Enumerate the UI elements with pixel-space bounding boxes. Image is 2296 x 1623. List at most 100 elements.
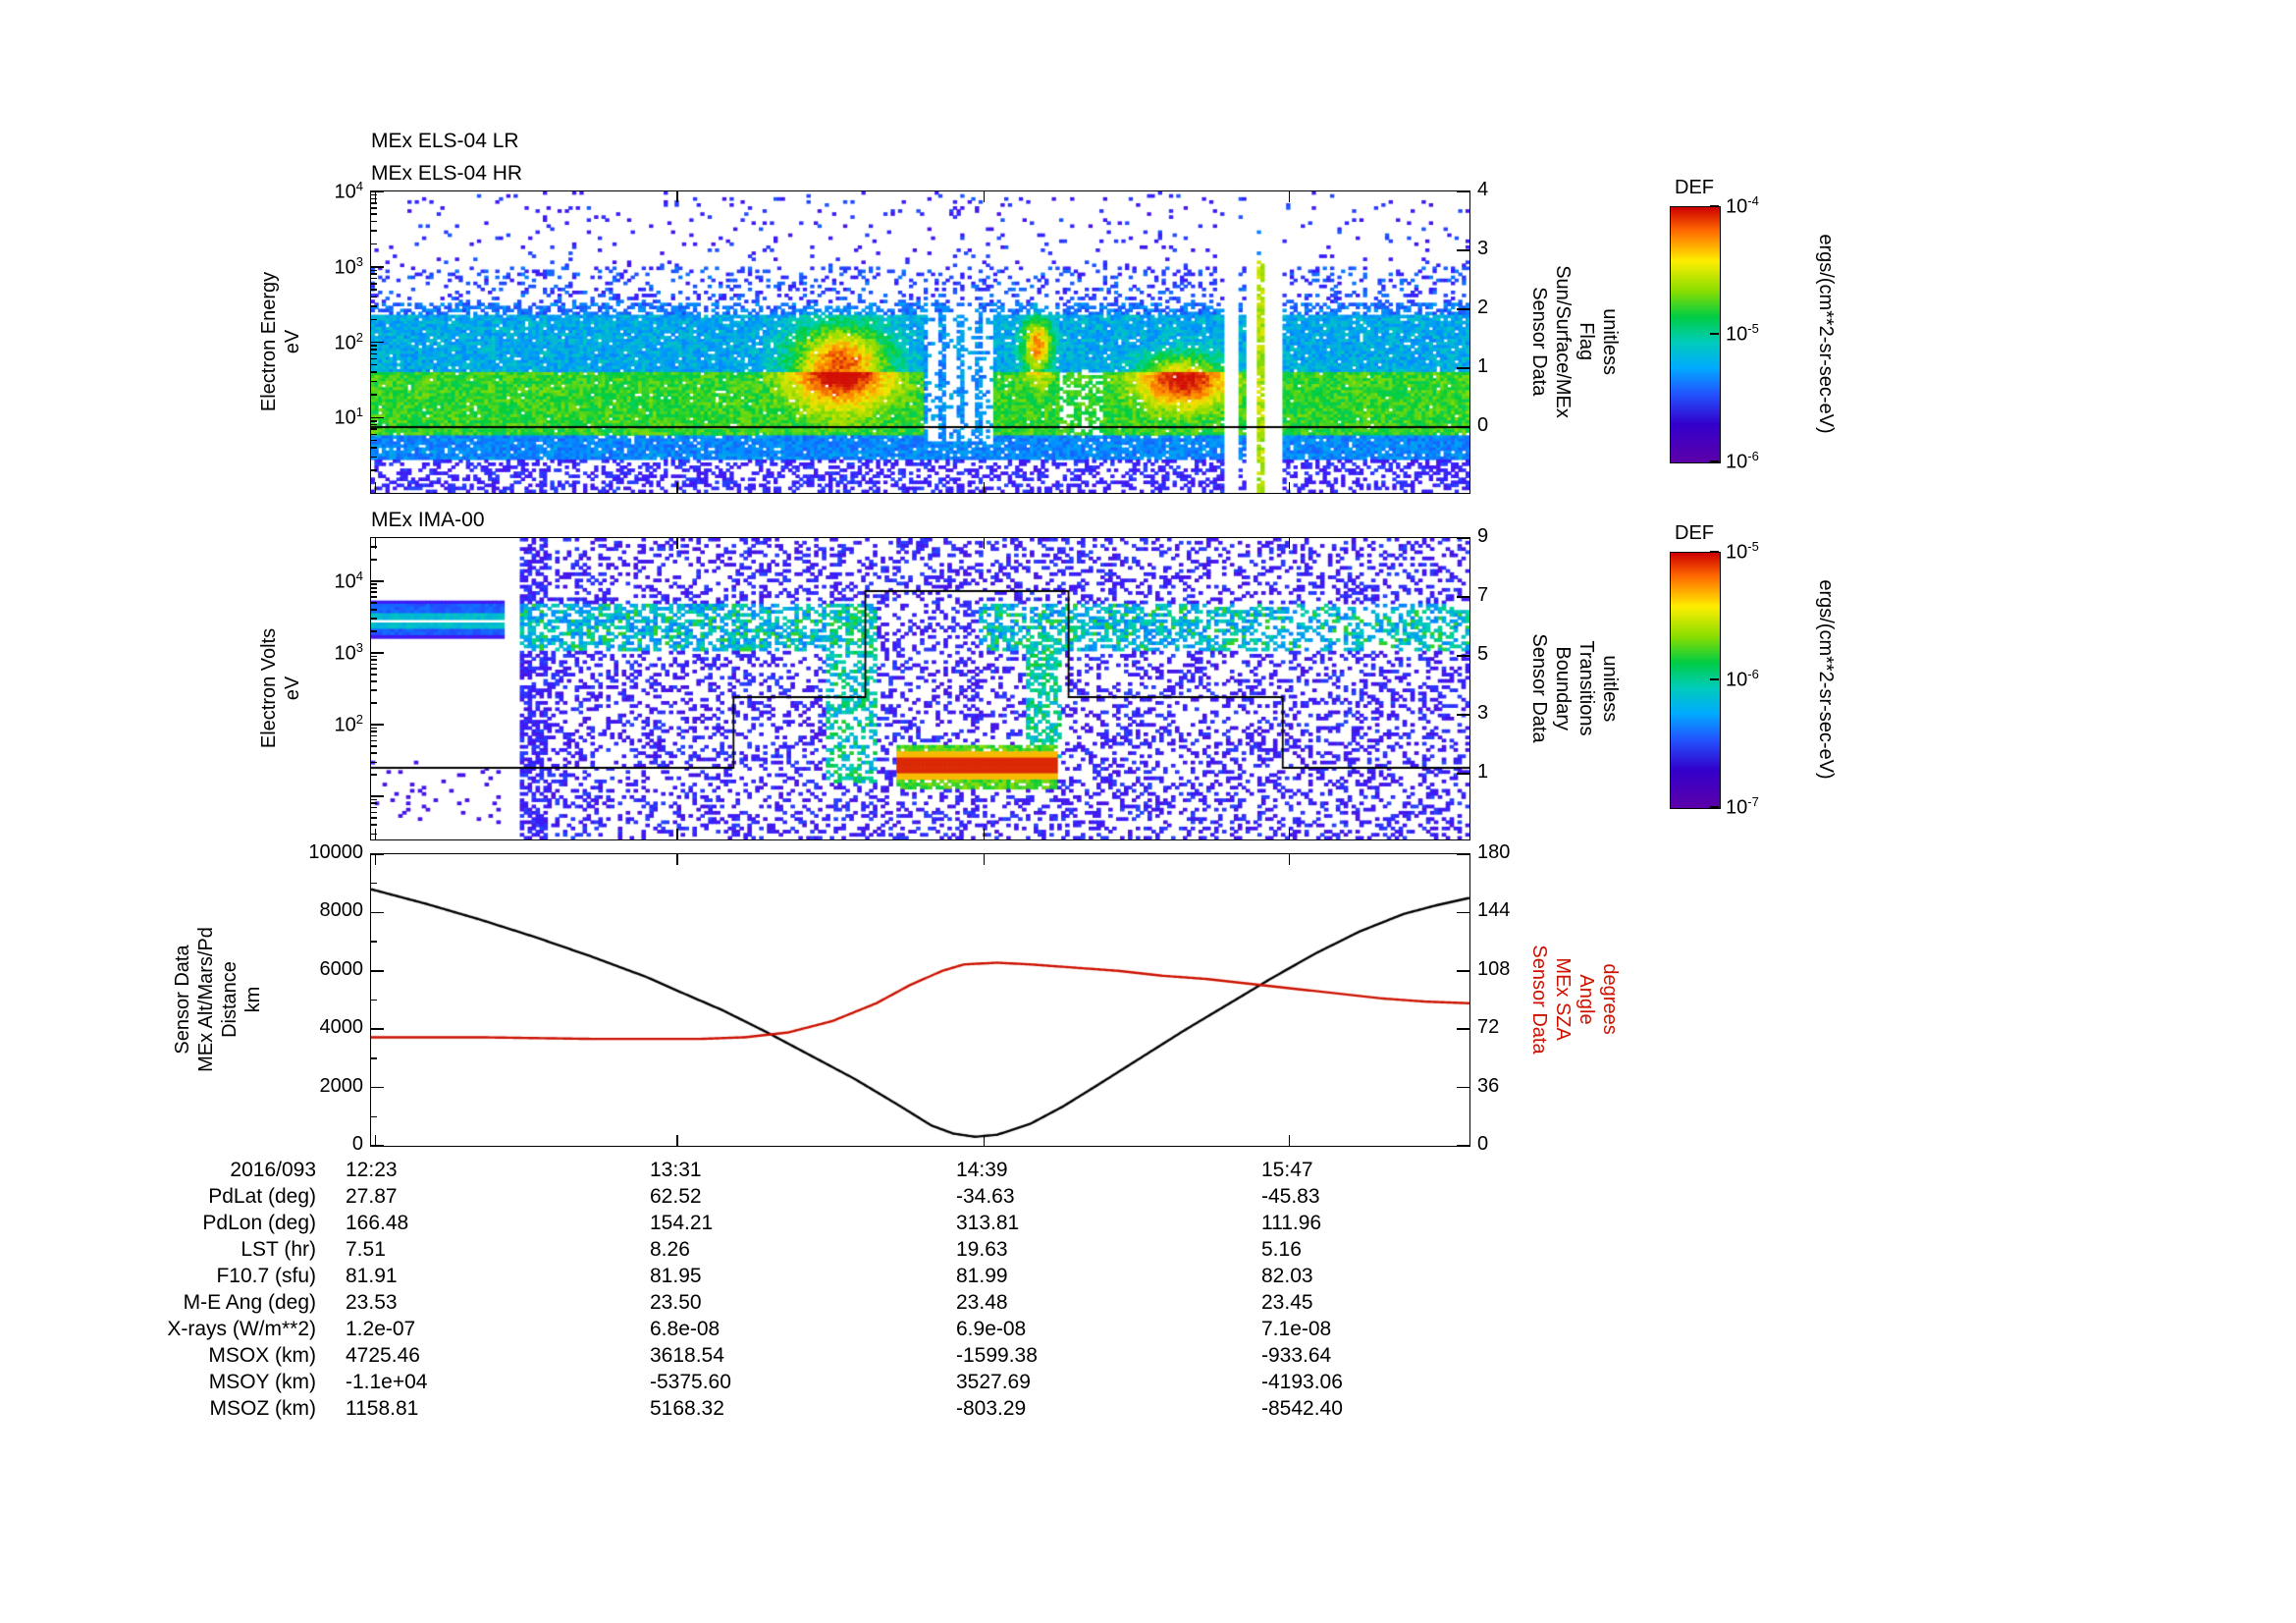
axis-tick xyxy=(371,1115,377,1118)
axis-tick xyxy=(983,191,986,202)
axis-tick xyxy=(371,423,377,426)
els-colorbar xyxy=(1670,206,1721,463)
axis-tick xyxy=(371,663,377,666)
axis-tick-label: 101 xyxy=(334,405,363,429)
ima-spectrogram-panel xyxy=(369,536,1470,840)
axis-tick-label: 102 xyxy=(334,329,363,354)
axis-tick xyxy=(371,702,377,704)
table-cell: 13:31 xyxy=(650,1159,702,1181)
table-row-label: X-rays (W/m**2) xyxy=(167,1318,316,1340)
table-row-label: PdLat (deg) xyxy=(208,1185,316,1208)
axis-tick xyxy=(983,1135,986,1146)
axis-tick xyxy=(676,191,678,202)
axis-tick-label: 1 xyxy=(1477,355,1489,377)
table-cell: -4193.06 xyxy=(1261,1371,1343,1393)
axis-tick xyxy=(1457,911,1469,914)
sza-right-axis-label: Sensor Data MEx SZA Angle degrees xyxy=(1528,945,1621,1055)
axis-tick xyxy=(371,655,377,658)
table-cell: -933.64 xyxy=(1261,1344,1332,1367)
axis-tick-label: 2000 xyxy=(319,1074,364,1097)
axis-tick xyxy=(371,811,377,814)
axis-tick xyxy=(676,538,678,549)
altitude-yaxis-label-text: Sensor Data MEx Alt/Mars/Pd Distance km xyxy=(172,927,264,1072)
table-cell: 1158.81 xyxy=(346,1397,419,1420)
table-row-label: 2016/093 xyxy=(230,1159,316,1181)
axis-tick xyxy=(676,829,678,839)
axis-tick xyxy=(371,591,377,593)
axis-tick xyxy=(371,802,377,804)
axis-tick xyxy=(371,602,377,604)
table-cell: 23.45 xyxy=(1261,1291,1313,1314)
axis-tick-label: 3 xyxy=(1477,702,1489,724)
axis-tick-label: 10000 xyxy=(308,841,363,863)
table-cell: 82.03 xyxy=(1261,1265,1313,1287)
table-cell: 15:47 xyxy=(1261,1159,1313,1181)
axis-tick xyxy=(371,727,377,730)
axis-tick xyxy=(676,1135,678,1146)
table-cell: 8.26 xyxy=(650,1238,690,1261)
table-cell: 3618.54 xyxy=(650,1344,724,1367)
axis-tick xyxy=(371,774,377,776)
table-row: M-E Ang (deg) 23.53 23.50 23.48 23.45 xyxy=(0,1289,1669,1316)
axis-tick-label: 108 xyxy=(1477,957,1511,980)
axis-tick-label: 72 xyxy=(1477,1016,1500,1039)
axis-tick xyxy=(371,652,384,654)
axis-tick xyxy=(1288,538,1291,549)
axis-tick xyxy=(371,269,377,271)
axis-tick xyxy=(371,193,377,196)
axis-tick xyxy=(371,296,377,298)
table-cell: -1.1e+04 xyxy=(346,1371,428,1393)
axis-tick-label: 3 xyxy=(1477,238,1489,259)
table-cell: 111.96 xyxy=(1261,1212,1322,1234)
axis-tick-label: 0 xyxy=(351,1133,363,1155)
axis-tick xyxy=(371,559,377,561)
table-row: F10.7 (sfu) 81.91 81.95 81.99 82.03 xyxy=(0,1263,1669,1289)
axis-tick xyxy=(371,659,377,661)
colorbar-tick-label: 10-6 xyxy=(1726,667,1759,691)
table-cell: 313.81 xyxy=(956,1212,1020,1234)
ima-colorbar-title: DEF xyxy=(1675,522,1714,544)
axis-tick xyxy=(1710,678,1719,680)
table-cell: 14:39 xyxy=(956,1159,1008,1181)
axis-tick xyxy=(371,266,384,268)
axis-tick xyxy=(371,202,377,204)
axis-tick xyxy=(371,283,377,285)
table-row: MSOY (km) -1.1e+04 -5375.60 3527.69 -4193.06 xyxy=(0,1369,1669,1395)
axis-tick-label: 2 xyxy=(1477,297,1489,318)
table-cell: -803.29 xyxy=(956,1397,1027,1420)
axis-tick xyxy=(371,882,377,885)
axis-tick xyxy=(371,380,377,383)
axis-tick-label: 7 xyxy=(1477,584,1489,606)
axis-tick xyxy=(371,230,377,232)
table-cell: 166.48 xyxy=(346,1212,409,1234)
table-row-label: MSOZ (km) xyxy=(209,1397,316,1420)
table-cell: -45.83 xyxy=(1261,1185,1320,1208)
table-cell: 81.91 xyxy=(346,1265,398,1287)
axis-tick-label: 103 xyxy=(334,253,363,279)
axis-tick-label: 8000 xyxy=(319,899,364,922)
table-cell: 23.48 xyxy=(956,1291,1008,1314)
axis-tick xyxy=(371,363,377,366)
axis-tick xyxy=(371,745,377,747)
axis-tick xyxy=(371,824,377,826)
axis-tick xyxy=(371,349,377,351)
axis-tick xyxy=(371,190,384,192)
axis-tick xyxy=(374,538,377,549)
axis-tick xyxy=(1457,773,1469,775)
axis-tick xyxy=(371,318,377,321)
axis-tick xyxy=(371,357,377,360)
axis-tick xyxy=(371,833,377,836)
axis-tick xyxy=(371,739,377,741)
axis-tick xyxy=(371,587,377,589)
table-row: MSOX (km) 4725.46 3618.54 -1599.38 -933.64 xyxy=(0,1342,1669,1369)
axis-tick-label: 103 xyxy=(334,639,363,665)
axis-tick xyxy=(371,730,377,732)
table-row: MSOZ (km) 1158.81 5168.32 -803.29 -8542.40 xyxy=(0,1395,1669,1422)
axis-tick xyxy=(371,371,377,373)
axis-tick xyxy=(371,1086,384,1089)
table-row: LST (hr) 7.51 8.26 19.63 5.16 xyxy=(0,1236,1669,1263)
axis-tick xyxy=(1288,854,1291,865)
els-spectrogram-canvas xyxy=(370,190,1469,493)
els-title-line1: MEx ELS-04 LR xyxy=(371,130,519,152)
